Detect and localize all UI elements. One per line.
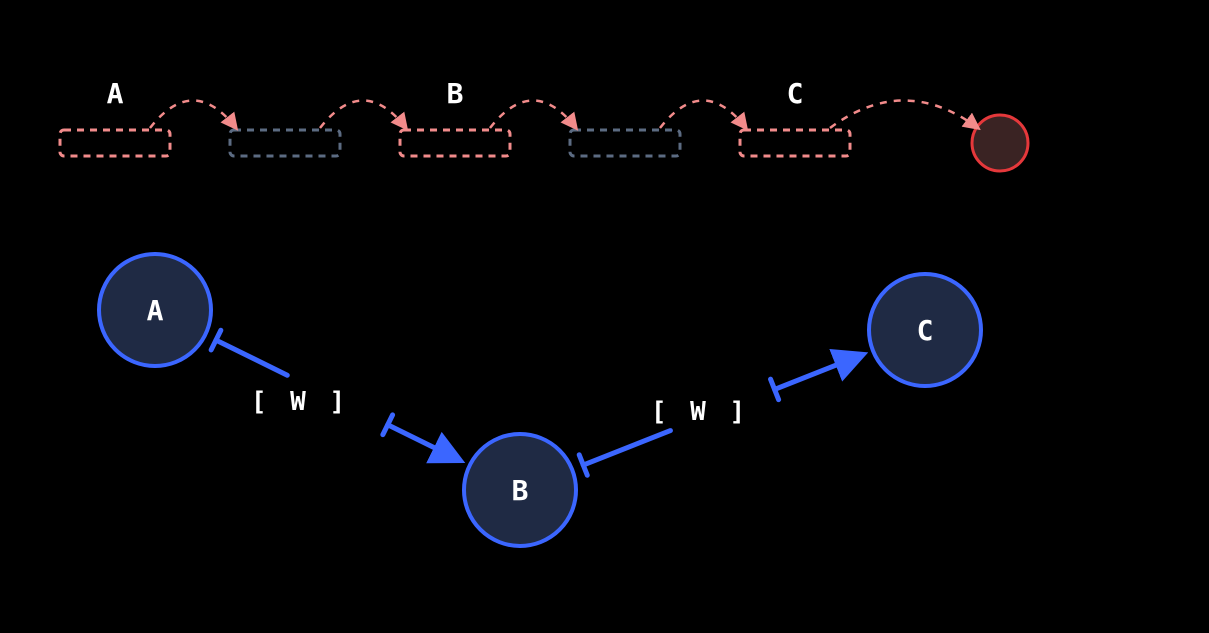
top-arc-2 xyxy=(490,101,576,129)
top-label-a: A xyxy=(107,77,124,110)
node-label-a: A xyxy=(147,294,164,327)
dashed-box-box-a xyxy=(60,130,170,156)
node-label-c: C xyxy=(917,314,934,347)
edge-label-1: [ W ] xyxy=(651,397,749,427)
top-label-c: C xyxy=(787,77,804,110)
top-label-b: B xyxy=(447,77,464,110)
dashed-box-box-w2 xyxy=(570,130,680,156)
dashed-box-box-c xyxy=(740,130,850,156)
end-circle xyxy=(972,115,1028,171)
top-arc-4 xyxy=(830,101,978,129)
edge-AB-seg2 xyxy=(388,425,459,460)
edge-BC-seg1 xyxy=(583,431,670,465)
edge-AB-seg1 xyxy=(216,340,287,375)
dashed-box-box-b xyxy=(400,130,510,156)
dashed-box-box-w1 xyxy=(230,130,340,156)
edge-BC-seg2 xyxy=(775,355,862,389)
node-label-b: B xyxy=(512,474,529,507)
top-arc-1 xyxy=(320,101,406,129)
top-arc-0 xyxy=(150,101,236,129)
top-arc-3 xyxy=(660,101,746,129)
edge-label-0: [ W ] xyxy=(251,387,349,417)
